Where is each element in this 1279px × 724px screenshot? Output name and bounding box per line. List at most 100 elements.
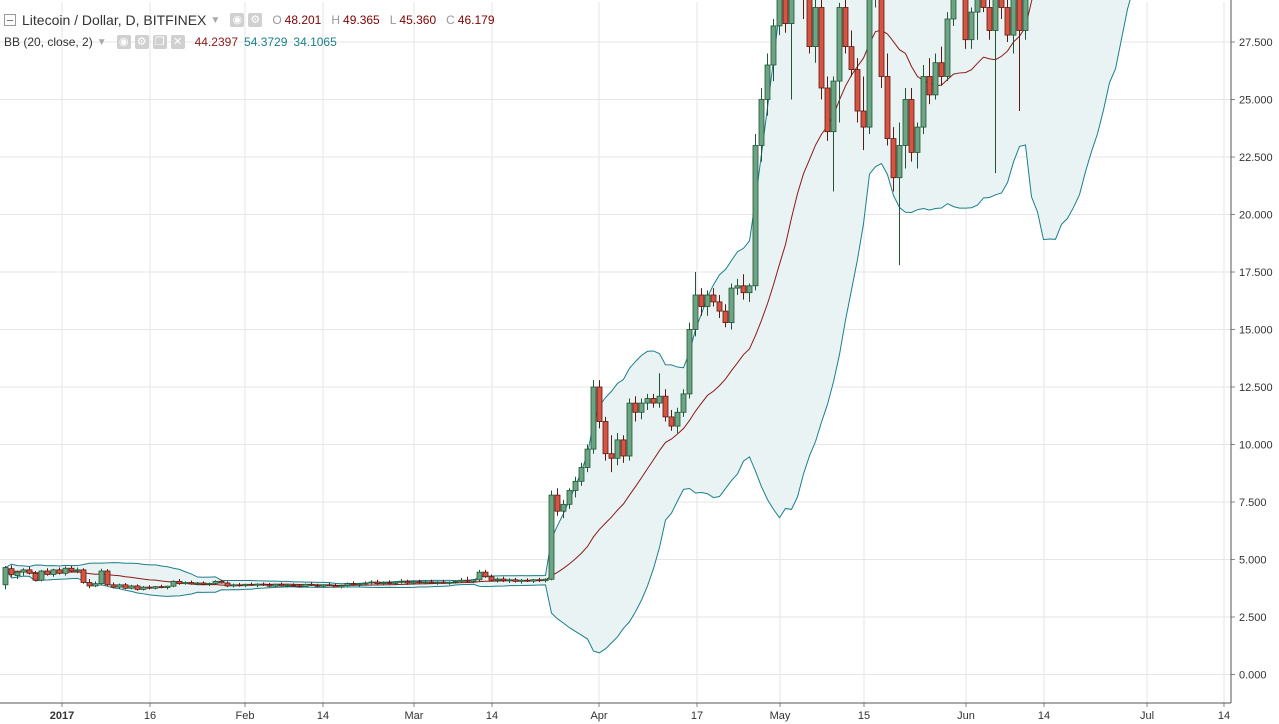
candle-body [584, 448, 591, 468]
candle-body [758, 99, 765, 146]
candle-body [152, 586, 159, 589]
candle [74, 567, 81, 574]
candle-body [38, 570, 45, 581]
candle-body [830, 80, 837, 133]
eye-icon[interactable]: ◉ [116, 35, 131, 49]
candle [938, 46, 945, 86]
candle-body [740, 285, 747, 294]
chevron-down-icon[interactable]: ▼ [210, 14, 221, 26]
candle [944, 12, 951, 82]
candle-body [608, 453, 615, 459]
candle [590, 380, 597, 454]
indicator-title[interactable]: BB (20, close, 2) [4, 35, 93, 49]
candle-body [818, 7, 825, 89]
chevron-down-icon[interactable]: ▼ [96, 36, 107, 48]
candle [572, 476, 579, 498]
candle [950, 0, 957, 26]
candle-body [1004, 7, 1011, 36]
candle [620, 435, 627, 463]
x-tick-label: 16 [144, 710, 156, 722]
candle-body [854, 69, 861, 112]
candle-body [968, 11, 975, 41]
candle [404, 579, 411, 585]
candle [560, 499, 567, 519]
candle [212, 580, 219, 585]
candle [326, 582, 333, 587]
candle [566, 488, 573, 509]
symbol-title[interactable]: Litecoin / Dollar, D, BITFINEX [22, 12, 207, 28]
candle-body [56, 569, 63, 574]
candle-body [776, 0, 783, 27]
candle [218, 579, 225, 584]
candle-body [308, 583, 315, 586]
candle [932, 53, 939, 100]
candle [410, 580, 417, 585]
candle [158, 584, 165, 589]
candle [512, 577, 519, 583]
candle-body [170, 580, 177, 587]
candle [482, 569, 489, 578]
close-icon[interactable]: ✕ [170, 35, 185, 49]
candle [638, 398, 645, 420]
candle [440, 580, 447, 584]
candle-body [866, 0, 873, 128]
candle-body [2, 567, 9, 586]
candle-body [992, 0, 999, 31]
candle-body [50, 569, 57, 575]
candle-body [500, 578, 507, 582]
candle-body [692, 294, 699, 330]
candle [1004, 0, 1011, 42]
candle-body [770, 25, 777, 66]
candle [32, 571, 39, 582]
candle-body [386, 582, 393, 584]
candle [344, 582, 351, 587]
candle [92, 581, 99, 588]
candle [608, 435, 615, 473]
candle-body [998, 0, 1005, 8]
settings-icon[interactable]: ⚙ [134, 35, 149, 49]
candle-body [182, 582, 189, 585]
candle [884, 53, 891, 146]
eye-icon[interactable]: ◉ [230, 13, 245, 27]
candle-body [812, 7, 819, 47]
candle [902, 88, 909, 169]
candle [626, 398, 633, 461]
candle [224, 581, 231, 588]
candle [14, 570, 21, 580]
candle [308, 582, 315, 586]
candle [686, 322, 693, 399]
close-label: C [446, 13, 455, 27]
x-tick-label: 14 [1038, 710, 1050, 722]
candle-body [74, 569, 81, 572]
candle [140, 585, 147, 591]
x-tick-label: 14 [486, 710, 498, 722]
settings-icon[interactable]: ⚙ [248, 13, 263, 27]
candle [836, 2, 843, 123]
candle [116, 583, 123, 589]
candle-body [662, 395, 669, 418]
candle-body [674, 411, 681, 427]
candle [614, 433, 621, 466]
copy-icon[interactable]: ❐ [152, 35, 167, 49]
candle-body [320, 584, 327, 587]
candle-body [482, 571, 489, 578]
candle-body [92, 583, 99, 587]
candle [878, 0, 885, 88]
candle [56, 567, 63, 575]
candle-body [920, 76, 927, 128]
candle [2, 565, 9, 590]
candle-body [140, 586, 147, 590]
candle [188, 580, 195, 585]
candle [62, 566, 69, 576]
y-tick-label: 15.000 [1239, 325, 1273, 337]
candle [350, 581, 357, 586]
candle [842, 0, 849, 54]
candle-body [620, 439, 627, 457]
candle-body [788, 0, 795, 25]
candle-body [710, 294, 717, 303]
candle [782, 0, 789, 33]
candle-body [896, 145, 903, 179]
collapse-icon[interactable] [4, 14, 16, 26]
candle-body [290, 584, 297, 587]
